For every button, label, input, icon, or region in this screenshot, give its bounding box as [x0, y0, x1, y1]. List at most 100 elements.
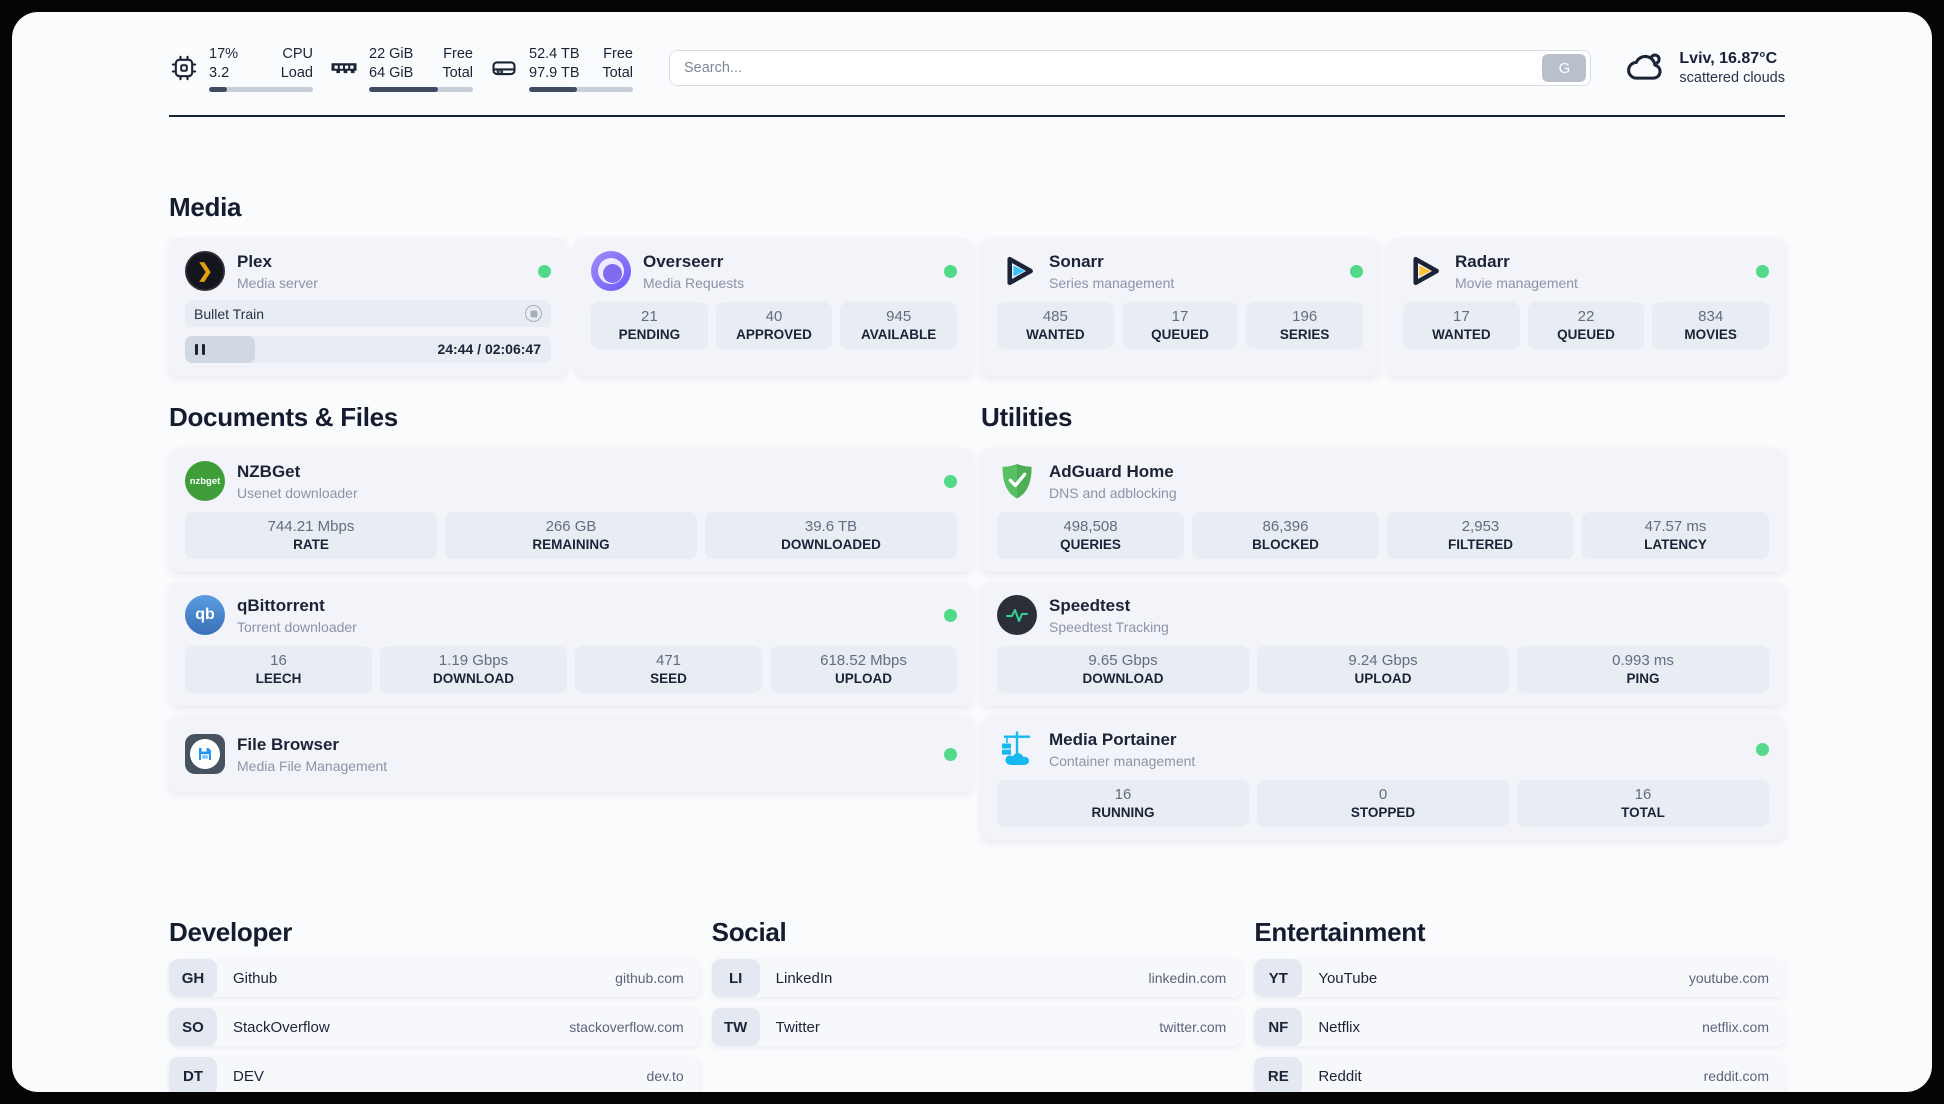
- stat-value: 9.65 Gbps: [1088, 652, 1158, 669]
- app-card-radarr[interactable]: Radarr Movie management 17 WANTED 22 QUE…: [1387, 238, 1785, 376]
- memory-free-label: Free: [443, 45, 473, 62]
- link-row-dev[interactable]: DT DEV dev.to: [169, 1057, 700, 1092]
- stat-label: APPROVED: [736, 327, 812, 342]
- playback-progress-fill: [185, 336, 255, 363]
- stat-value: 86,396: [1262, 518, 1309, 535]
- app-card-plex[interactable]: ❯ Plex Media server Bullet Train 24:44 /: [169, 238, 567, 376]
- search-input[interactable]: [684, 60, 1543, 76]
- stop-circle-icon[interactable]: [525, 305, 542, 322]
- weather-widget[interactable]: Lviv, 16.87°C scattered clouds: [1625, 48, 1785, 89]
- stat-stopped: 0 STOPPED: [1257, 780, 1509, 827]
- section-title-documents: Documents & Files: [169, 402, 398, 432]
- stat-value: 9.24 Gbps: [1348, 652, 1418, 669]
- stat-label: DOWNLOAD: [1082, 671, 1164, 686]
- stat-remaining: 266 GB REMAINING: [445, 512, 697, 559]
- link-name: Netflix: [1318, 1018, 1361, 1036]
- cpu-usage-label: CPU: [282, 45, 313, 62]
- disk-icon: [489, 53, 519, 83]
- link-name: YouTube: [1318, 969, 1378, 987]
- stat-value: 266 GB: [545, 518, 597, 535]
- link-abbr: RE: [1254, 1057, 1303, 1092]
- app-description: Container management: [1049, 752, 1196, 769]
- section-title-media: Media: [169, 192, 242, 222]
- stat-queued: 22 QUEUED: [1527, 302, 1645, 349]
- app-card-speedtest[interactable]: Speedtest Speedtest Tracking 9.65 Gbps D…: [981, 582, 1785, 706]
- stat-label: PING: [1626, 671, 1660, 686]
- app-card-portainer[interactable]: Media Portainer Container management 16 …: [981, 716, 1785, 840]
- app-card-qbittorrent[interactable]: qb qBittorrent Torrent downloader 16 LEE…: [169, 582, 973, 706]
- content: 17% 3.2 CPU Load: [12, 42, 1932, 1092]
- stat-label: SERIES: [1279, 327, 1330, 342]
- link-url: netflix.com: [1702, 1019, 1769, 1035]
- stat-value: 0.993 ms: [1612, 652, 1674, 669]
- stat-label: SEED: [650, 671, 687, 686]
- now-playing-row: Bullet Train: [185, 300, 551, 327]
- pause-icon: [195, 344, 205, 355]
- weather-condition: scattered clouds: [1679, 70, 1785, 86]
- portainer-icon: [997, 729, 1037, 769]
- link-name: StackOverflow: [233, 1018, 330, 1036]
- now-playing-title: Bullet Train: [194, 305, 265, 322]
- link-row-netflix[interactable]: NF Netflix netflix.com: [1254, 1008, 1785, 1046]
- link-row-twitter[interactable]: TW Twitter twitter.com: [711, 1008, 1243, 1046]
- section-title-developer: Developer: [169, 917, 293, 947]
- link-row-youtube[interactable]: YT YouTube youtube.com: [1254, 959, 1785, 997]
- memory-free-value: 22 GiB: [369, 45, 414, 62]
- memory-stat: 22 GiB 64 GiB Free Total: [329, 45, 473, 92]
- playback-time: 24:44 / 02:06:47: [437, 341, 541, 357]
- app-card-filebrowser[interactable]: File Browser Media File Management: [169, 716, 973, 792]
- stat-label: QUEUED: [1557, 327, 1615, 342]
- link-name: DEV: [233, 1067, 264, 1085]
- cpu-stat-body: 17% 3.2 CPU Load: [209, 45, 313, 92]
- link-row-github[interactable]: GH Github github.com: [169, 959, 700, 997]
- app-card-overseerr[interactable]: Overseerr Media Requests 21 PENDING 40 A…: [575, 238, 973, 376]
- link-name: LinkedIn: [775, 969, 833, 987]
- stat-value: 47.57 ms: [1644, 518, 1707, 535]
- search-engine-button[interactable]: G: [1542, 54, 1587, 82]
- stat-seed: 471 SEED: [575, 646, 762, 693]
- stat-label: WANTED: [1026, 327, 1085, 342]
- app-card-sonarr[interactable]: Sonarr Series management 485 WANTED 17 Q…: [981, 238, 1379, 376]
- stat-label: PENDING: [618, 327, 681, 342]
- stat-value: 16: [1114, 786, 1132, 803]
- app-description: Media server: [237, 274, 318, 291]
- memory-icon: [329, 53, 359, 83]
- app-name: Speedtest: [1049, 595, 1131, 615]
- qbittorrent-badge-text: qb: [195, 606, 215, 623]
- cloud-icon: [1625, 48, 1667, 89]
- link-url: youtube.com: [1688, 970, 1769, 986]
- stat-available: 945 AVAILABLE: [840, 302, 958, 349]
- stat-value: 40: [765, 308, 783, 325]
- stat-label: MOVIES: [1684, 327, 1737, 342]
- radarr-icon: [1403, 251, 1443, 291]
- social-section: Social LI LinkedIn linkedin.com TW Twitt…: [711, 917, 1243, 1092]
- stat-total: 16 TOTAL: [1517, 780, 1769, 827]
- disk-progress-fill: [529, 86, 577, 92]
- stat-value: 196: [1292, 308, 1318, 325]
- playback-progress-row: 24:44 / 02:06:47: [185, 336, 551, 363]
- stat-movies: 834 MOVIES: [1652, 302, 1770, 349]
- section-title-social: Social: [711, 917, 787, 947]
- media-grid: ❯ Plex Media server Bullet Train 24:44 /: [169, 238, 1785, 376]
- link-url: linkedin.com: [1148, 970, 1227, 986]
- link-abbr: NF: [1254, 1008, 1303, 1046]
- stat-value: 945: [886, 308, 912, 325]
- memory-total-label: Total: [442, 64, 473, 81]
- link-row-reddit[interactable]: RE Reddit reddit.com: [1254, 1057, 1785, 1092]
- header-divider: [169, 115, 1785, 117]
- link-row-stackoverflow[interactable]: SO StackOverflow stackoverflow.com: [169, 1008, 700, 1046]
- cpu-progress-fill: [209, 86, 227, 92]
- stat-blocked: 86,396 BLOCKED: [1192, 512, 1379, 559]
- stat-label: UPLOAD: [1354, 671, 1412, 686]
- app-card-adguard[interactable]: AdGuard Home DNS and adblocking 498,508 …: [981, 448, 1785, 572]
- stat-value: 2,953: [1461, 518, 1500, 535]
- stat-latency: 47.57 ms LATENCY: [1582, 512, 1769, 559]
- link-url: dev.to: [646, 1068, 684, 1084]
- stat-value: 17: [1171, 308, 1189, 325]
- status-dot-online: [1756, 264, 1769, 278]
- link-url: reddit.com: [1703, 1068, 1769, 1084]
- status-dot-online: [538, 264, 551, 278]
- disk-total-label: Total: [602, 64, 633, 81]
- app-card-nzbget[interactable]: nzbget NZBGet Usenet downloader 744.21 M…: [169, 448, 973, 572]
- link-row-linkedin[interactable]: LI LinkedIn linkedin.com: [711, 959, 1243, 997]
